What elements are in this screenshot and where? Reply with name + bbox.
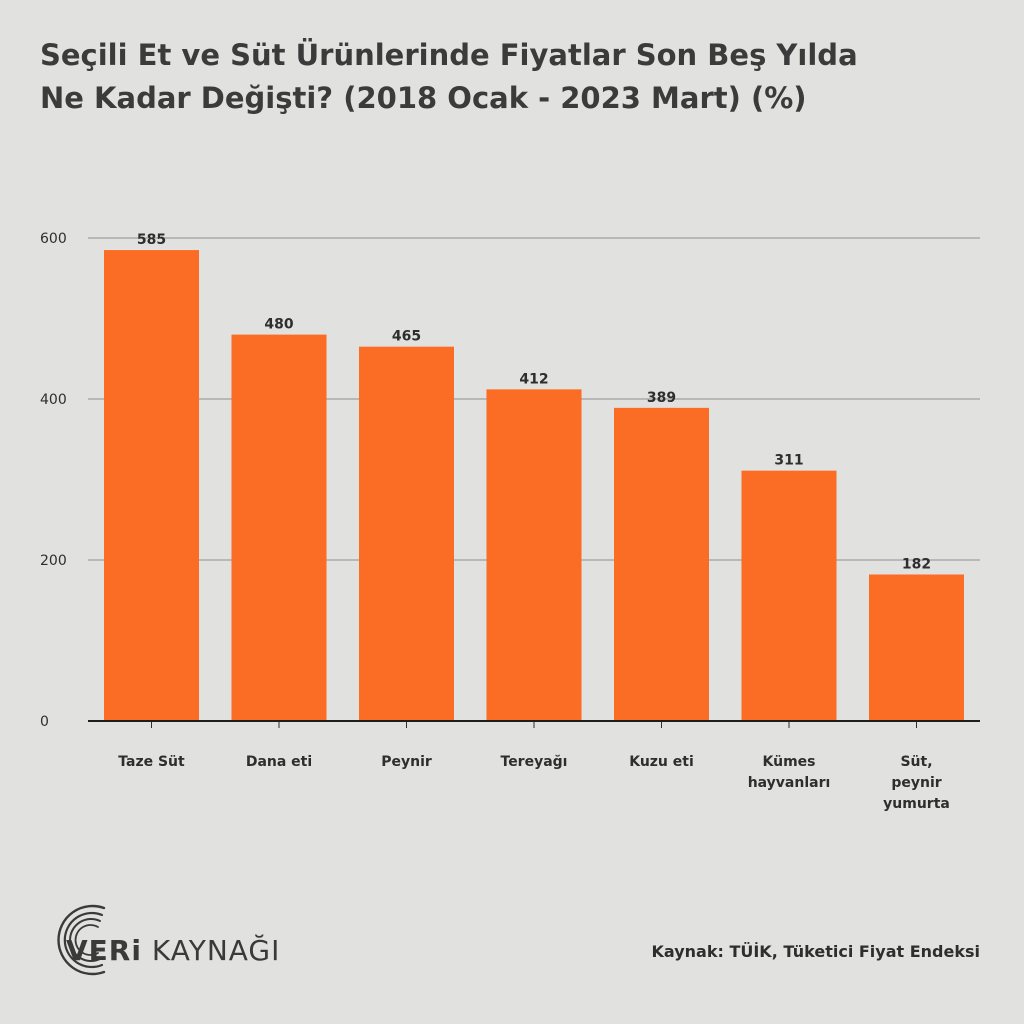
logo-wordmark-light: KAYNAĞI — [141, 934, 281, 967]
data-label: 480 — [264, 317, 293, 333]
logo-wordmark: VERi KAYNAĞI — [66, 934, 280, 967]
chart-title-line-2: Ne Kadar Değişti? (2018 Ocak - 2023 Mart… — [40, 81, 807, 115]
category-label: Süt, peynir yumurta — [883, 754, 950, 812]
chart-title: Seçili Et ve Süt Ürünlerinde Fiyatlar So… — [40, 34, 1000, 120]
bar — [614, 407, 709, 721]
veri-kaynagi-logo-icon — [57, 904, 106, 976]
data-label: 311 — [774, 453, 803, 469]
bar — [104, 250, 199, 721]
source-note: Kaynak: TÜİK, Tüketici Fiyat Endeksi — [651, 942, 980, 961]
y-tick-label: 0 — [40, 714, 49, 730]
category-label: Tereyağı — [501, 754, 568, 770]
category-label: Kümes hayvanları — [748, 754, 831, 791]
category-label: Dana eti — [246, 754, 312, 770]
bar — [359, 346, 454, 721]
y-tick-label: 200 — [40, 553, 67, 569]
y-tick-label: 400 — [40, 392, 67, 408]
bar-chart: 0 200 400 600 585 Taze Süt 480 Dana eti 465 Peyni… — [40, 231, 980, 812]
y-tick-label: 600 — [40, 231, 67, 247]
bar — [486, 389, 582, 721]
category-label: Taze Süt — [118, 754, 185, 770]
bar — [869, 574, 964, 721]
data-label: 465 — [392, 329, 421, 345]
bar — [231, 334, 327, 721]
data-label: 182 — [902, 556, 931, 572]
bar — [741, 470, 837, 721]
data-label: 585 — [137, 232, 166, 248]
category-label: Kuzu eti — [629, 754, 694, 770]
data-label: 389 — [647, 390, 676, 406]
logo-wordmark-strong: VERi — [66, 934, 142, 967]
data-label: 412 — [519, 371, 548, 387]
category-label: Peynir — [381, 754, 432, 770]
chart-title-line-1: Seçili Et ve Süt Ürünlerinde Fiyatlar So… — [40, 38, 858, 72]
